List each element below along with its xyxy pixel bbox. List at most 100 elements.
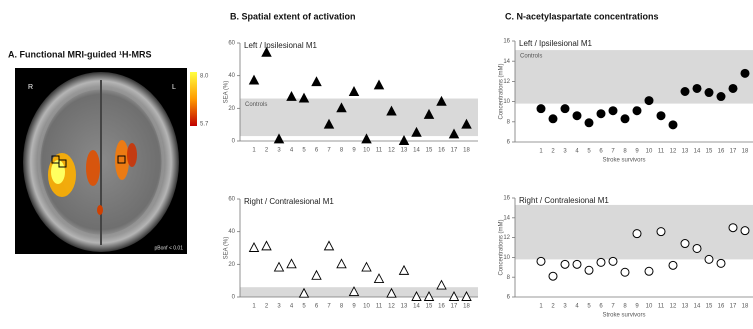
x-tick-label: 14 [694,304,701,310]
x-tick-label: 13 [682,304,689,310]
x-tick-label: 4 [575,149,579,155]
marker [549,115,557,123]
colorbar-label: 8.0 [200,74,209,80]
x-axis-label: Stroke survivors [602,158,645,164]
y-tick-label: 16 [503,39,510,45]
marker [729,224,737,232]
marker [609,107,617,115]
y-tick-label: 0 [232,139,236,145]
colorbar-label: 5.7 [200,122,209,128]
marker [633,107,641,115]
marker [250,76,259,85]
marker [537,257,545,265]
marker [400,136,409,145]
marker [573,260,581,268]
y-tick-label: 40 [228,73,235,79]
y-tick-label: 8 [507,275,511,281]
marker [362,263,371,272]
marker [669,121,677,129]
x-tick-label: 6 [599,304,603,310]
marker [693,244,701,252]
marker [400,266,409,275]
x-tick-label: 12 [388,304,395,310]
y-axis-label: SEA (%) [224,237,230,260]
x-tick-label: 1 [539,304,543,310]
marker [262,241,271,250]
marker [681,88,689,96]
x-tick-label: 7 [327,304,331,310]
y-axis-label: Concentrations (mM) [499,63,505,119]
y-axis-label: Concentrations (mM) [499,219,505,275]
marker [693,84,701,92]
x-tick-label: 8 [340,148,344,154]
marker [741,69,749,77]
x-tick-label: 18 [463,148,470,154]
marker [375,80,384,89]
x-tick-label: 6 [599,149,603,155]
x-tick-label: 17 [451,148,458,154]
x-tick-label: 5 [302,148,306,154]
x-tick-label: 2 [265,304,269,310]
plot-title: Left / Ipsilesional M1 [244,41,317,50]
x-tick-label: 1 [539,149,543,155]
x-tick-label: 2 [265,148,269,154]
marker [717,259,725,267]
panel-title: C. N-acetylaspartate concentrations [505,11,659,21]
mri-image [15,68,197,254]
marker [561,260,569,268]
x-tick-label: 13 [682,149,689,155]
marker [585,119,593,127]
x-tick-label: 5 [587,149,591,155]
x-tick-label: 14 [694,149,701,155]
marker [705,89,713,97]
x-tick-label: 4 [290,304,294,310]
control-label: Controls [520,54,542,60]
x-tick-label: 2 [551,149,555,155]
marker [645,267,653,275]
x-tick-label: 6 [315,148,319,154]
x-tick-label: 17 [451,304,458,310]
x-tick-label: 4 [575,304,579,310]
x-tick-label: 13 [401,148,408,154]
marker [325,241,334,250]
marker [741,227,749,235]
panel-title: B. Spatial extent of activation [230,11,356,21]
marker [287,259,296,268]
x-tick-label: 11 [376,148,383,154]
x-tick-label: 3 [277,304,281,310]
marker [645,97,653,105]
x-tick-label: 15 [706,149,713,155]
x-tick-label: 2 [551,304,555,310]
x-tick-label: 7 [327,148,331,154]
x-tick-label: 18 [742,304,749,310]
x-tick-label: 8 [340,304,344,310]
x-tick-label: 14 [413,148,420,154]
y-tick-label: 20 [228,262,235,268]
y-tick-label: 8 [507,119,511,125]
marker [669,261,677,269]
threshold-label: pBonf < 0.01 [155,245,184,251]
x-tick-label: 4 [290,148,294,154]
figure: A. Functional MRI-guided ¹H-MRS B. Spati… [0,0,753,329]
plot-title: Right / Contralesional M1 [244,197,334,206]
x-tick-label: 16 [718,149,725,155]
x-tick-label: 9 [635,304,639,310]
marker [597,110,605,118]
x-tick-label: 3 [563,304,567,310]
marker [705,255,713,263]
x-tick-label: 18 [463,304,470,310]
y-tick-label: 0 [232,295,236,301]
x-tick-label: 16 [438,304,445,310]
plot-title: Left / Ipsilesional M1 [519,39,592,48]
marker [585,266,593,274]
x-tick-label: 7 [611,304,615,310]
x-tick-label: 6 [315,304,319,310]
x-tick-label: 11 [376,304,383,310]
x-tick-label: 1 [252,304,256,310]
x-tick-label: 7 [611,149,615,155]
x-tick-label: 10 [363,148,370,154]
x-tick-label: 15 [426,148,433,154]
x-tick-label: 9 [352,148,356,154]
plot-title: Right / Contralesional M1 [519,196,609,205]
x-tick-label: 15 [706,304,713,310]
